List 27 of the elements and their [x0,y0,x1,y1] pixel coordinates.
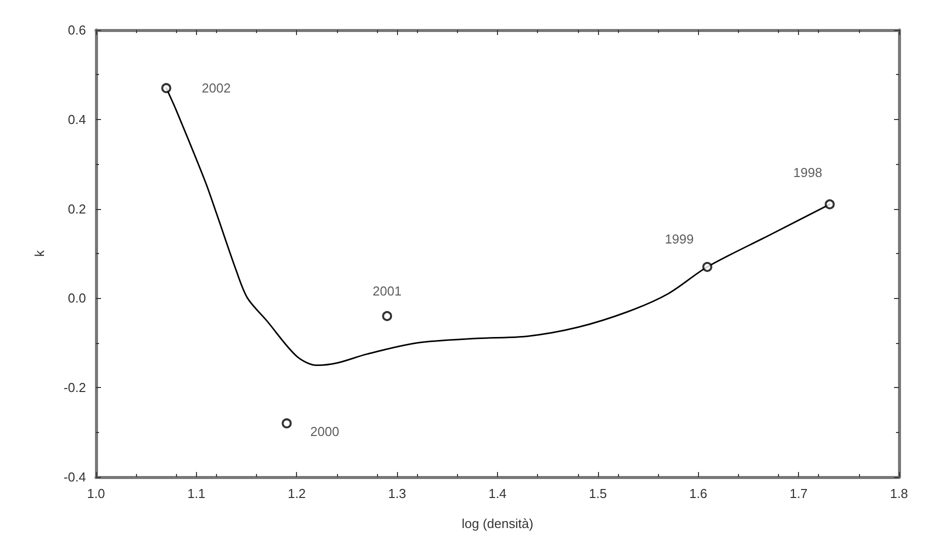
x-tick-label: 1.4 [488,486,507,501]
x-tick-label: 1.8 [890,486,908,501]
x-tick-label: 1.0 [86,486,106,501]
annotation: 1998 [793,164,822,180]
annotation: 2000 [310,424,340,439]
y-tick-label: 0.0 [68,290,86,306]
point [282,418,292,428]
y-tick-label: 0.2 [68,201,86,216]
x-tick-label: 1.6 [689,486,708,501]
x-tick-label: 1.7 [790,486,808,501]
point [824,199,835,210]
x-tick-label: 1.5 [588,486,607,501]
annotation: 2002 [202,80,231,96]
annotation: 2001 [372,284,402,299]
x-tick-label: 1.2 [288,486,306,501]
y-tick-label: -0.4 [64,470,86,484]
point [161,83,172,94]
x-tick-label: 1.3 [388,486,406,501]
y-tick-label: 0.4 [68,112,86,127]
x-axis-title: log (densità) [462,516,534,531]
y-tick-label: -0.2 [64,380,86,396]
point [382,311,392,322]
point [702,262,712,272]
y-axis-title: k [32,250,47,257]
y-tick-label: 0.6 [68,22,86,38]
x-tick-label: 1.1 [187,486,206,501]
annotation: 1999 [664,231,694,246]
